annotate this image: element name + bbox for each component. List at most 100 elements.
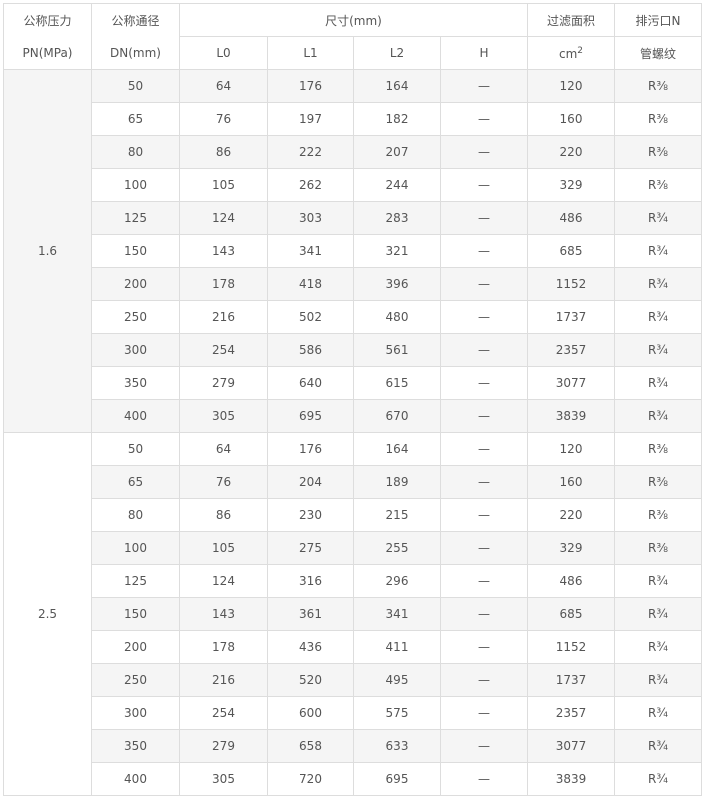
data-cell: 486 (527, 564, 615, 598)
data-cell: 586 (267, 333, 354, 367)
data-cell: — (440, 696, 528, 730)
data-cell: 244 (353, 168, 441, 202)
data-cell: R¾ (614, 366, 702, 400)
data-cell: 3839 (527, 762, 615, 796)
data-row: 300 254 600 575—2357 R¾ (4, 696, 702, 730)
data-cell: — (440, 630, 528, 664)
data-cell: 143 (179, 597, 268, 631)
data-cell: 2357 (527, 696, 615, 730)
data-cell: 658 (267, 729, 354, 763)
data-row: 80 86 222 207—220 R⅜ (4, 135, 702, 169)
data-cell: 350 (91, 729, 180, 763)
data-cell: 3077 (527, 729, 615, 763)
data-cell: 279 (179, 729, 268, 763)
data-cell: 341 (353, 597, 441, 631)
data-cell: R¾ (614, 663, 702, 697)
data-cell: 670 (353, 399, 441, 433)
data-cell: 695 (353, 762, 441, 796)
data-cell: 502 (267, 300, 354, 334)
data-cell: 143 (179, 234, 268, 268)
data-cell: 250 (91, 300, 180, 334)
data-cell: 3077 (527, 366, 615, 400)
data-row: 300 254 586 561—2357 R¾ (4, 333, 702, 367)
data-cell: 178 (179, 630, 268, 664)
header-text: DN(mm) (110, 45, 161, 60)
data-row: 125 124 303 283—486 R¾ (4, 201, 702, 235)
data-cell: 575 (353, 696, 441, 730)
data-cell: 1737 (527, 663, 615, 697)
pressure-cell: 1.6 (3, 69, 92, 433)
data-cell: 220 (527, 498, 615, 532)
data-cell: — (440, 168, 528, 202)
data-cell: 250 (91, 663, 180, 697)
data-cell: 204 (267, 465, 354, 499)
data-cell: 296 (353, 564, 441, 598)
header-cell: H (440, 36, 528, 70)
data-cell: R¾ (614, 234, 702, 268)
data-cell: 396 (353, 267, 441, 301)
header-cell: 排污口N (614, 3, 702, 37)
data-cell: 176 (267, 69, 354, 103)
data-cell: 105 (179, 531, 268, 565)
data-cell: 76 (179, 102, 268, 136)
data-row: 125 124 316 296—486 R¾ (4, 564, 702, 598)
data-cell: R⅜ (614, 498, 702, 532)
data-cell: — (440, 69, 528, 103)
data-cell: R¾ (614, 201, 702, 235)
header-cell: 公称压力 PN(MPa) (3, 3, 92, 70)
data-cell: 305 (179, 399, 268, 433)
data-row: 200 178 436 411—1152 R¾ (4, 630, 702, 664)
data-cell: 400 (91, 762, 180, 796)
data-cell: R⅜ (614, 432, 702, 466)
data-cell: 120 (527, 69, 615, 103)
data-cell: — (440, 564, 528, 598)
data-cell: 283 (353, 201, 441, 235)
data-cell: 125 (91, 201, 180, 235)
header-text: cm (558, 46, 578, 61)
header-row: 公称压力 PN(MPa) 公称通径 DN(mm) 尺寸(mm) 过滤面积 排污口N (3, 3, 702, 70)
data-cell: — (440, 201, 528, 235)
data-row: 150 143 361 341—685 R¾ (4, 597, 702, 631)
data-cell: 64 (179, 432, 268, 466)
data-cell: 615 (353, 366, 441, 400)
data-cell: 411 (353, 630, 441, 664)
data-cell: 495 (353, 663, 441, 697)
data-cell: R¾ (614, 564, 702, 598)
data-cell: — (440, 102, 528, 136)
data-cell: 216 (179, 300, 268, 334)
data-row: 100 105 262 244—329 R⅜ (4, 168, 702, 202)
data-cell: 329 (527, 531, 615, 565)
data-cell: 418 (267, 267, 354, 301)
data-cell: 222 (267, 135, 354, 169)
data-cell: 303 (267, 201, 354, 235)
data-cell: — (440, 366, 528, 400)
data-row: 350 279 640 615—3077 R¾ (4, 366, 702, 400)
data-cell: 178 (179, 267, 268, 301)
data-cell: 86 (179, 135, 268, 169)
data-cell: 50 (91, 432, 180, 466)
data-cell: 215 (353, 498, 441, 532)
data-cell: 160 (527, 102, 615, 136)
data-row: 150 143 341 321—685 R¾ (4, 234, 702, 268)
data-cell: — (440, 135, 528, 169)
data-cell: — (440, 234, 528, 268)
data-cell: 350 (91, 366, 180, 400)
header-text: PN(MPa) (22, 45, 73, 60)
data-cell: R⅜ (614, 69, 702, 103)
data-cell: — (440, 267, 528, 301)
header-text: 公称通径 (111, 13, 160, 28)
data-cell: R¾ (614, 300, 702, 334)
data-cell: 160 (527, 465, 615, 499)
data-cell: 321 (353, 234, 441, 268)
data-cell: 279 (179, 366, 268, 400)
data-cell: R¾ (614, 762, 702, 796)
pressure-cell: 2.5 (3, 432, 92, 796)
data-cell: 1737 (527, 300, 615, 334)
data-cell: 720 (267, 762, 354, 796)
data-cell: — (440, 663, 528, 697)
data-cell: 124 (179, 201, 268, 235)
data-cell: 230 (267, 498, 354, 532)
data-cell: 685 (527, 234, 615, 268)
data-row: 65 76 204 189—160 R⅜ (4, 465, 702, 499)
data-cell: R⅜ (614, 102, 702, 136)
